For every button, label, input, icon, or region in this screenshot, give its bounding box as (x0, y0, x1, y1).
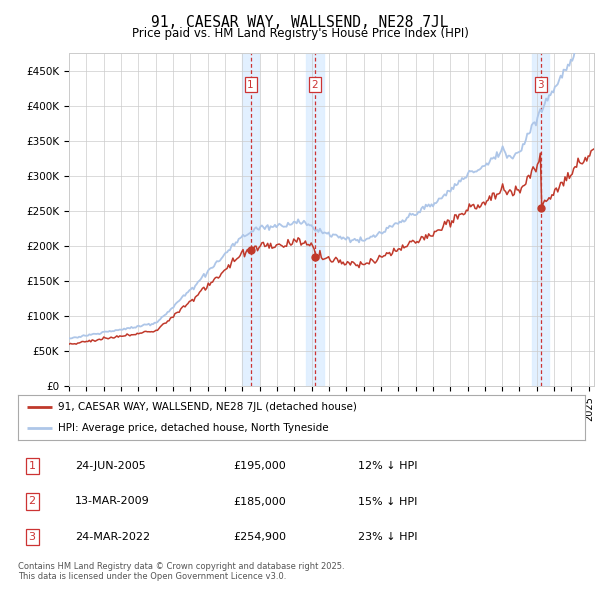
Text: 2: 2 (312, 80, 319, 90)
Text: 2: 2 (29, 497, 36, 506)
Text: Price paid vs. HM Land Registry's House Price Index (HPI): Price paid vs. HM Land Registry's House … (131, 27, 469, 40)
Text: 91, CAESAR WAY, WALLSEND, NE28 7JL: 91, CAESAR WAY, WALLSEND, NE28 7JL (151, 15, 449, 30)
Text: 1: 1 (29, 461, 35, 471)
Text: 24-MAR-2022: 24-MAR-2022 (75, 532, 150, 542)
Text: 3: 3 (29, 532, 35, 542)
Text: £195,000: £195,000 (233, 461, 286, 471)
Text: £254,900: £254,900 (233, 532, 286, 542)
Bar (242, 53, 259, 386)
Text: 15% ↓ HPI: 15% ↓ HPI (358, 497, 418, 506)
Text: 12% ↓ HPI: 12% ↓ HPI (358, 461, 418, 471)
Bar (307, 53, 324, 386)
Text: 1: 1 (247, 80, 254, 90)
Text: 13-MAR-2009: 13-MAR-2009 (75, 497, 149, 506)
Text: HPI: Average price, detached house, North Tyneside: HPI: Average price, detached house, Nort… (58, 422, 328, 432)
Text: 24-JUN-2005: 24-JUN-2005 (75, 461, 145, 471)
Text: Contains HM Land Registry data © Crown copyright and database right 2025.
This d: Contains HM Land Registry data © Crown c… (18, 562, 344, 581)
Text: 3: 3 (538, 80, 544, 90)
Text: 23% ↓ HPI: 23% ↓ HPI (358, 532, 418, 542)
Text: £185,000: £185,000 (233, 497, 286, 506)
Bar (532, 53, 550, 386)
Text: 91, CAESAR WAY, WALLSEND, NE28 7JL (detached house): 91, CAESAR WAY, WALLSEND, NE28 7JL (deta… (58, 402, 356, 412)
